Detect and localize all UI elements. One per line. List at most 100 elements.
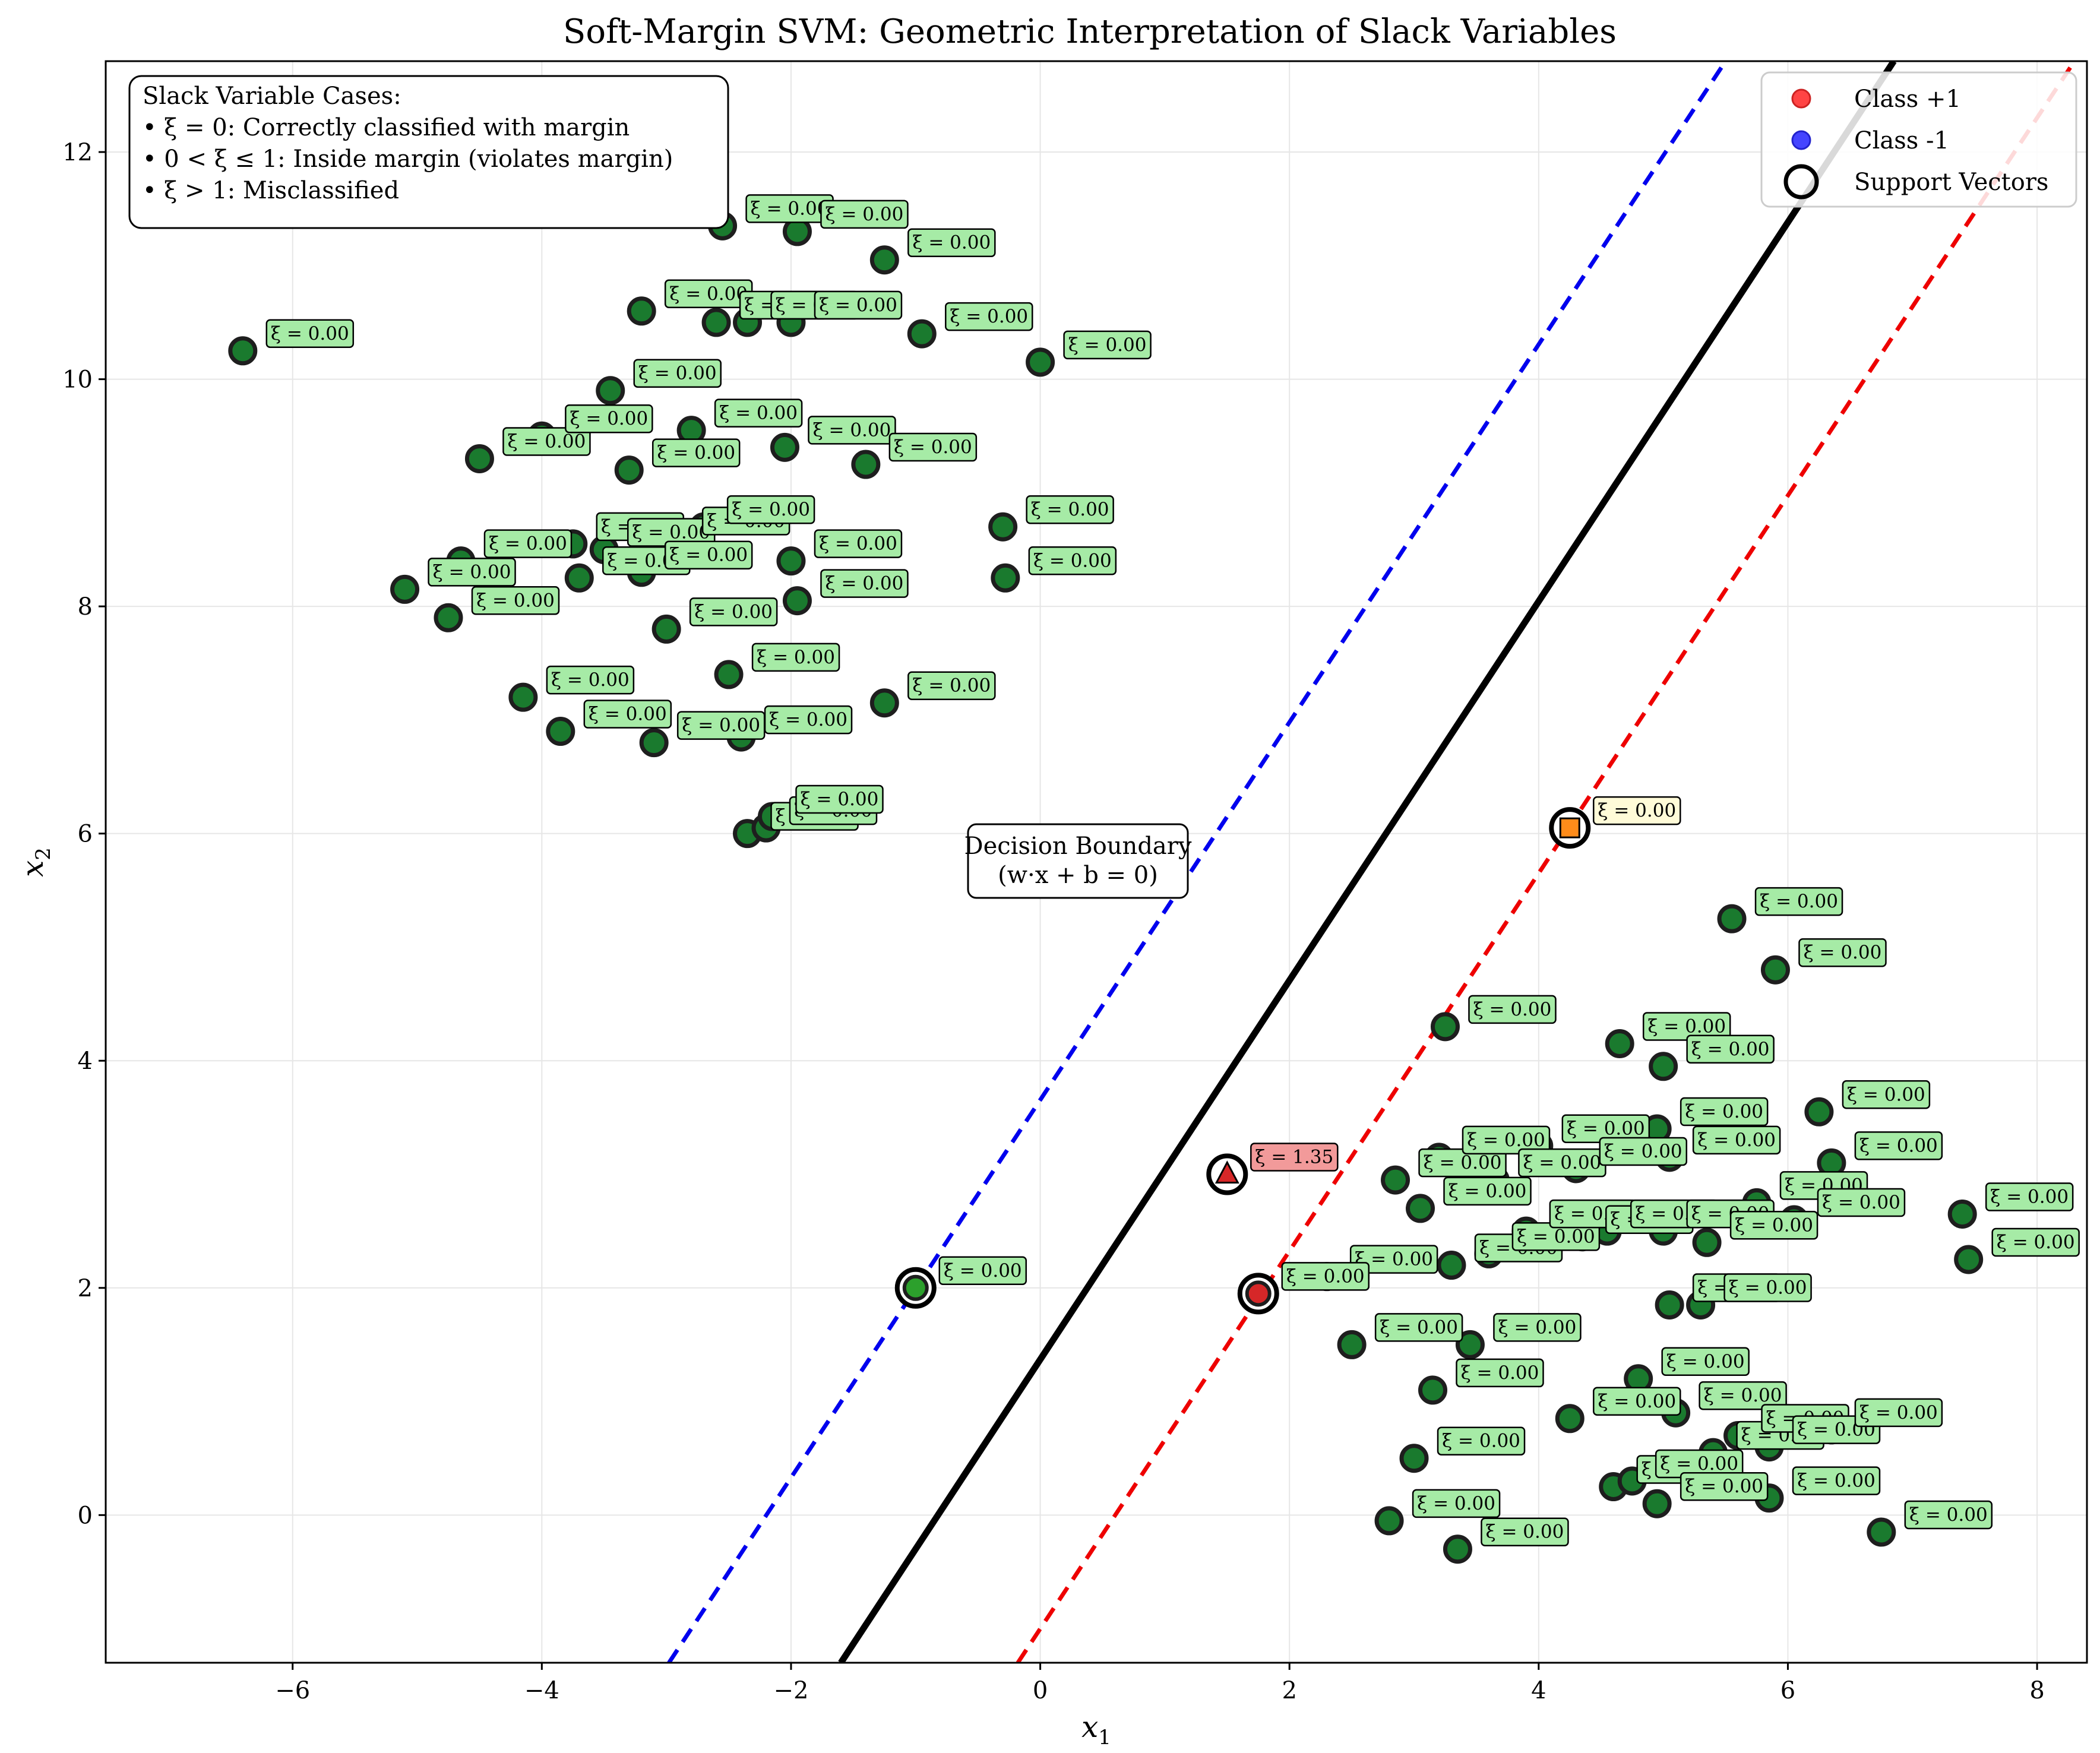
slack-case-3: • ξ > 1: Misclassified: [143, 177, 399, 204]
slack-label-text: ξ = 1.35: [1255, 1147, 1333, 1168]
slack-label-text: ξ = 0.00: [1498, 1317, 1577, 1338]
slack-label-text: ξ = 0.00: [1804, 942, 1882, 963]
slack-label-box: [1842, 1080, 1931, 1109]
slack-label-text: ξ = 0.00: [1031, 499, 1109, 520]
y-tick-label: 6: [78, 821, 93, 848]
slack-label-box: [795, 784, 884, 814]
slack-label-box: [814, 529, 903, 558]
slack-label-box: [808, 416, 896, 445]
data-point: [1642, 1489, 1672, 1518]
data-point: [782, 586, 812, 616]
x-tick-label: −2: [773, 1677, 808, 1704]
y-tick-label: 12: [62, 139, 93, 166]
slack-label-text: ξ = 0.00: [489, 533, 567, 555]
slack-label-box: [907, 671, 996, 700]
slack-label-text: ξ = 0.00: [1909, 1504, 1988, 1526]
boundary-annotation-line-2: (w·x + b = 0): [998, 862, 1158, 889]
slack-label-text: ξ = 0.00: [912, 232, 991, 254]
slack-label-box: [820, 569, 909, 598]
slack-label-text: ξ = 0.00: [694, 601, 773, 622]
slack-label-text: ξ = 0.00: [1461, 1362, 1539, 1384]
y-tick-label: 8: [78, 593, 93, 621]
slack-label-box: [714, 398, 803, 428]
slack-label-text: ξ = 0.00: [1068, 334, 1147, 356]
slack-label-text: ξ = 0.00: [1859, 1402, 1938, 1423]
x-tick-label: 2: [1282, 1677, 1296, 1704]
slack-case-1: • ξ = 0: Correctly classified with margi…: [143, 114, 630, 141]
slack-label-text: ξ = 0.00: [1685, 1476, 1763, 1497]
slack-label-box: [1593, 1387, 1681, 1416]
misclassified-point: [1215, 1160, 1239, 1184]
data-point: [776, 546, 806, 576]
slack-label-text: ξ = 0.00: [1760, 891, 1838, 912]
decision-boundary-line: [838, 61, 1897, 1663]
special-point: [1245, 1280, 1272, 1307]
slack-label-box: [1792, 1466, 1881, 1495]
slack-label-text: ξ = 0.00: [1523, 1152, 1602, 1173]
slack-label-box: [1412, 1489, 1501, 1518]
legend-marker-class-plus: [1791, 88, 1811, 109]
data-point: [907, 319, 937, 349]
slack-cases-title: Slack Variable Cases:: [143, 83, 401, 110]
slack-label-box: [1904, 1500, 1993, 1530]
slack-label-box: [1854, 1398, 1943, 1428]
slack-label-text: ξ = 0.00: [589, 704, 667, 725]
special-point: [902, 1274, 929, 1301]
slack-label-box: [1456, 1358, 1544, 1388]
boundary-annotation-line-1: Decision Boundary: [964, 833, 1192, 860]
slack-label-box: [483, 529, 573, 558]
slack-label-text: ξ = 0.00: [669, 283, 748, 305]
slack-label-box: [471, 586, 560, 615]
slack-label-text: ξ = 0.00: [1380, 1317, 1458, 1338]
x-axis-label: x1: [1081, 1710, 1111, 1749]
slack-label-text: ξ = 0.00: [1647, 1016, 1726, 1037]
margin-line-class-minus: [667, 61, 1728, 1663]
data-point: [701, 308, 731, 337]
slack-label-box: [1443, 1176, 1532, 1206]
legend-marker-support-vectors: [1783, 164, 1819, 200]
slack-label-box: [689, 597, 778, 626]
data-point: [1381, 1165, 1410, 1195]
slack-label-text: ξ = 0.00: [769, 709, 847, 730]
slack-label-box: [945, 302, 1033, 331]
slack-label-box: [764, 705, 853, 735]
slack-label-text: ξ = 0.00: [1442, 1431, 1520, 1452]
slack-label-box: [907, 228, 996, 257]
data-point: [1717, 904, 1747, 934]
slack-label-box: [583, 700, 672, 729]
slack-label-box: [1599, 1137, 1688, 1166]
slack-label-box: [1686, 1034, 1775, 1064]
boundary-annotation: Decision Boundary (w·x + b = 0): [964, 823, 1192, 899]
slack-label-box: [751, 643, 840, 672]
slack-label-box: [1680, 1472, 1769, 1501]
slack-label-box: [1817, 1188, 1906, 1217]
slack-label-text: ξ = 0.00: [819, 533, 897, 555]
slack-case-2: • 0 < ξ ≤ 1: Inside margin (violates mar…: [143, 145, 673, 173]
slack-label-text: ξ = 0.00: [1997, 1232, 2075, 1253]
slack-label-text: ξ = 0.00: [1859, 1135, 1938, 1156]
data-point: [770, 432, 799, 462]
slack-label-box: [428, 558, 516, 587]
slack-label-text: ξ = 0.00: [508, 431, 586, 452]
legend-label-support-vectors: Support Vectors: [1854, 169, 2048, 196]
data-point: [1947, 1199, 1977, 1229]
slack-label-box: [1699, 1381, 1787, 1410]
data-point: [1655, 1290, 1684, 1320]
slack-label-text: ξ = 0.00: [669, 545, 748, 566]
slack-label-box: [1250, 1143, 1339, 1172]
data-point: [627, 296, 656, 326]
x-tick-label: −6: [275, 1677, 310, 1704]
slack-label-text: ξ = 0.00: [1660, 1453, 1738, 1474]
data-point: [1374, 1506, 1404, 1536]
slack-label-text: ξ = 0.00: [1286, 1265, 1365, 1287]
data-point: [714, 660, 744, 689]
legend-marker-class-minus: [1791, 130, 1811, 150]
data-point: [869, 688, 899, 718]
slack-label-box: [664, 540, 753, 569]
slack-label-text: ξ = 0.00: [1847, 1084, 1925, 1105]
plot-frame: [105, 60, 2088, 1664]
margin-point: [1559, 817, 1580, 838]
data-point: [1760, 955, 1790, 985]
slack-label-text: ξ = 0.00: [476, 590, 555, 611]
data-point: [1649, 1052, 1678, 1081]
